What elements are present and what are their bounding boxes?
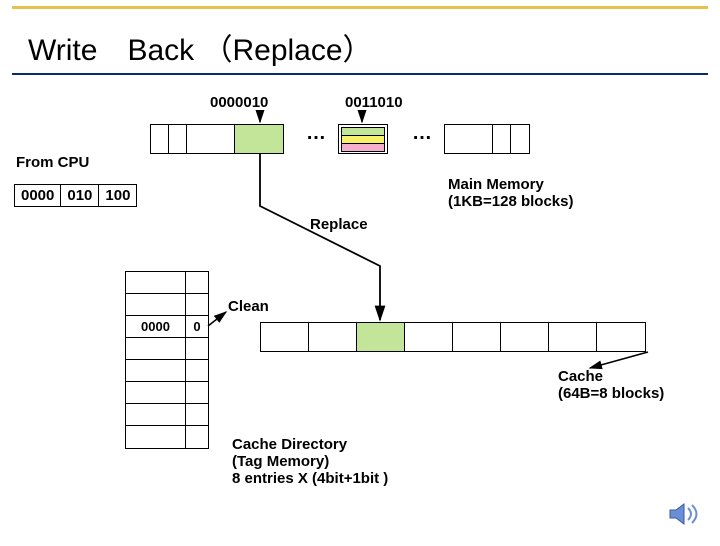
mem-block-stacked [339,125,387,153]
replace-label: Replace [310,216,368,233]
clean-label: Clean [228,298,269,315]
cpu-tag: 0000 [15,185,61,206]
mem-block-highlighted-1 [235,125,283,153]
from-cpu-label: From CPU [16,154,89,171]
main-memory-group-1 [150,124,284,154]
main-memory-group-2 [338,124,388,154]
cache-block-highlighted [357,323,405,351]
page-title: Write Back （Replace） [28,34,373,67]
cpu-index: 010 [61,185,99,206]
cache-label: Cache (64B=8 blocks) [558,368,664,402]
cache-row [260,322,646,352]
ellipsis-2: … [402,122,442,145]
cpu-address-box: 0000 010 100 [14,184,137,207]
main-memory-group-3 [444,124,530,154]
cpu-offset: 100 [99,185,136,206]
ellipsis-1: … [296,122,336,145]
main-memory-label: Main Memory (1KB=128 blocks) [448,176,573,210]
tag-table: 0000 0 [125,271,209,449]
address-1: 0000010 [210,94,268,111]
title-container: Write Back （Replace） [12,17,708,75]
cache-directory-label: Cache Directory (Tag Memory) 8 entries X… [232,436,388,487]
address-2: 0011010 [345,94,403,111]
tag-entry-tag: 0000 [126,316,186,338]
tag-entry-dirty: 0 [186,316,208,338]
title-accent-bar [12,6,708,9]
